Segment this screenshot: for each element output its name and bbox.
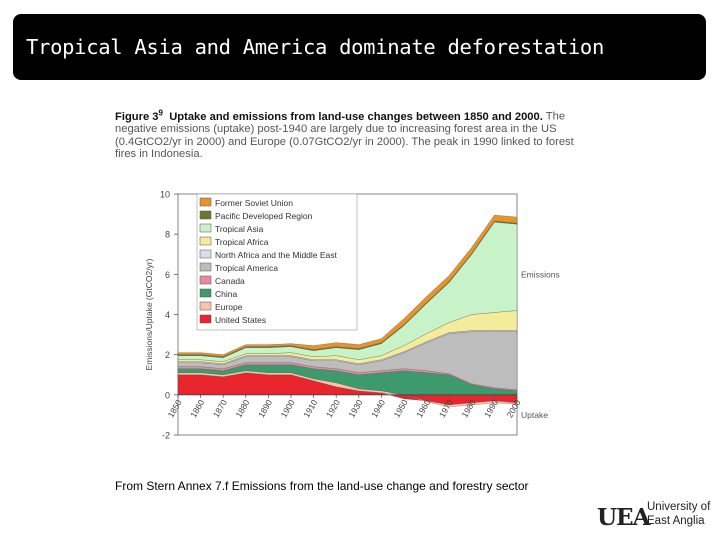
- y-tick-label-5: 8: [165, 230, 170, 240]
- series-area-9: [177, 214, 518, 357]
- legend-label-8: Europe: [215, 302, 243, 312]
- legend-box: [196, 193, 358, 331]
- logo-mark: UEA: [597, 504, 650, 531]
- annotation-uptake: Uptake: [521, 410, 548, 420]
- legend-swatch-6: [199, 275, 212, 285]
- legend-label-5: Tropical America: [215, 263, 278, 273]
- legend-swatch-9: [199, 314, 212, 324]
- figure-label-sup: 9: [158, 108, 163, 117]
- y-axis-label: Emissions/Uptake (GtCO2/yr): [144, 258, 154, 370]
- y-tick-label-4: 6: [165, 270, 170, 280]
- legend-swatch-2: [199, 223, 212, 233]
- annotation-emissions: Emissions: [521, 269, 560, 279]
- legend-label-6: Canada: [215, 276, 245, 286]
- legend-swatch-4: [199, 249, 212, 259]
- legend-label-7: China: [215, 289, 237, 299]
- figure-heading: Uptake and emissions from land-use chang…: [169, 110, 543, 123]
- legend-label-2: Tropical Asia: [215, 224, 264, 234]
- figure-body: The negative emissions (uptake) post-194…: [115, 110, 574, 160]
- legend-swatch-1: [199, 210, 212, 220]
- logo-line1: University of: [647, 501, 711, 513]
- legend-label-0: Former Soviet Union: [215, 198, 293, 208]
- legend-swatch-5: [199, 262, 212, 272]
- figure-label: Figure 3: [115, 110, 159, 123]
- y-tick-label-6: 10: [160, 190, 170, 200]
- y-tick-label-0: -2: [162, 431, 170, 441]
- y-tick-label-2: 2: [165, 350, 170, 360]
- logo-line2: East Anglia: [647, 515, 705, 527]
- legend-swatch-0: [199, 197, 212, 207]
- title-bar: Tropical Asia and America dominate defor…: [13, 14, 706, 80]
- legend-swatch-8: [199, 301, 212, 311]
- legend-label-1: Pacific Developed Region: [215, 211, 313, 221]
- legend-label-4: North Africa and the Middle East: [215, 250, 338, 260]
- figure-caption: Figure 39 Uptake and emissions from land…: [115, 107, 595, 160]
- legend-swatch-7: [199, 288, 212, 298]
- university-logo: UEA University of East Anglia: [597, 498, 717, 536]
- y-tick-label-1: 0: [165, 390, 170, 400]
- source-caption: From Stern Annex 7.f Emissions from the …: [115, 479, 529, 493]
- legend-label-9: United States: [215, 315, 266, 325]
- legend-swatch-3: [199, 236, 212, 246]
- slide-title: Tropical Asia and America dominate defor…: [26, 35, 605, 59]
- legend-label-3: Tropical Africa: [215, 237, 269, 247]
- y-tick-label-3: 4: [165, 310, 170, 320]
